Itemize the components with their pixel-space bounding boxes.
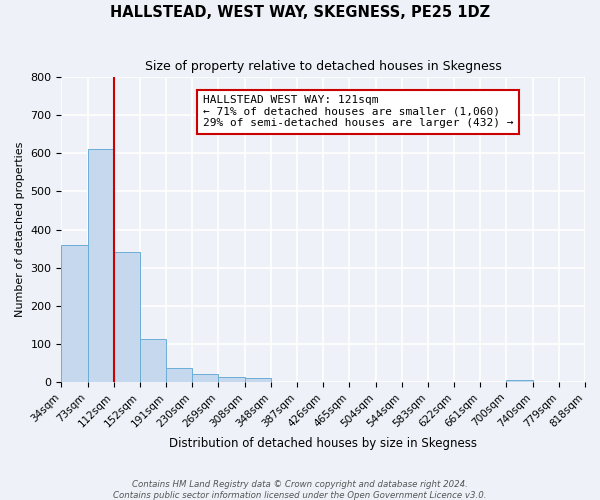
Bar [166,368,193,382]
Bar [218,376,245,382]
Text: HALLSTEAD WEST WAY: 121sqm
← 71% of detached houses are smaller (1,060)
29% of s: HALLSTEAD WEST WAY: 121sqm ← 71% of deta… [203,96,513,128]
Title: Size of property relative to detached houses in Skegness: Size of property relative to detached ho… [145,60,502,73]
X-axis label: Distribution of detached houses by size in Skegness: Distribution of detached houses by size … [169,437,477,450]
Bar [88,150,114,382]
Text: Contains HM Land Registry data © Crown copyright and database right 2024.
Contai: Contains HM Land Registry data © Crown c… [113,480,487,500]
Bar [114,252,140,382]
Y-axis label: Number of detached properties: Number of detached properties [15,142,25,317]
Bar [506,380,533,382]
Bar [245,378,271,382]
Bar [193,374,218,382]
Bar [61,245,88,382]
Bar [140,339,166,382]
Text: HALLSTEAD, WEST WAY, SKEGNESS, PE25 1DZ: HALLSTEAD, WEST WAY, SKEGNESS, PE25 1DZ [110,5,490,20]
